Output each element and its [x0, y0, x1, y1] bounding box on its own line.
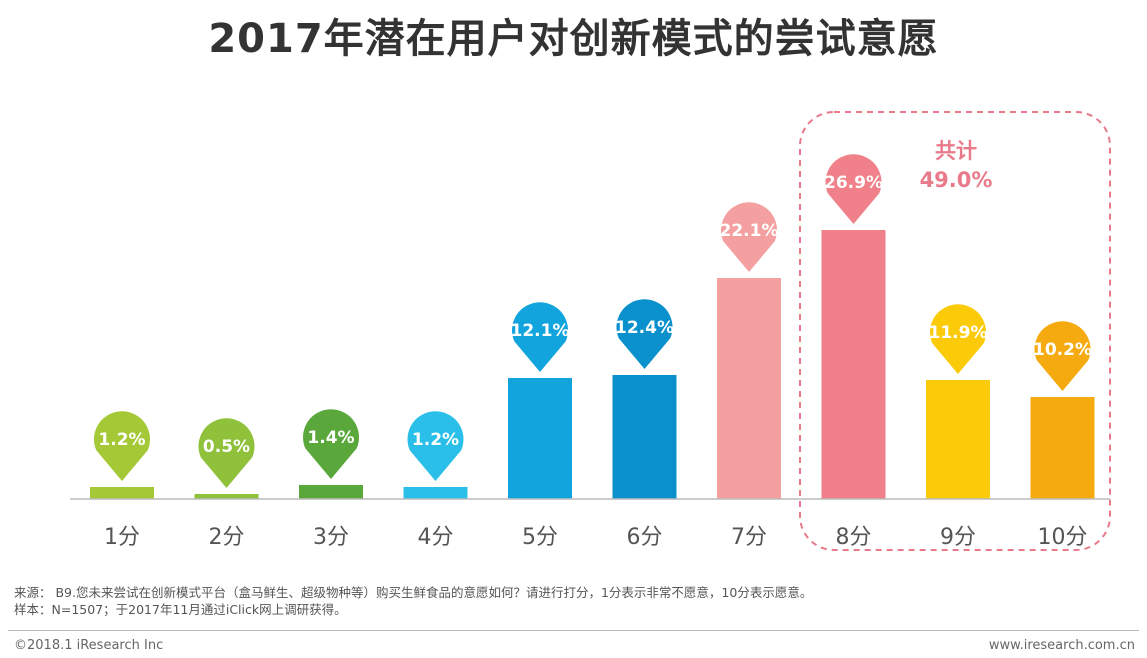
- x-tick-label: 6分: [627, 525, 663, 550]
- bar-chart: 共计 49.0% 1.2% 1分 0.5% 2分 1.4% 3分 1.2% 4分 12.1% 5分…: [70, 111, 1111, 551]
- value-marker: [825, 154, 882, 224]
- x-tick-label: 4分: [418, 525, 454, 550]
- footer-divider: [8, 630, 1139, 631]
- bar: [508, 378, 572, 499]
- data-label: 1.4%: [307, 428, 354, 448]
- highlight-label-line2: 49.0%: [920, 168, 993, 192]
- data-label: 11.9%: [929, 323, 988, 343]
- source-line-1: 来源： B9.您未来尝试在创新模式平台（盒马鲜生、超级物种等）购买生鲜食品的意愿…: [14, 585, 813, 600]
- data-label: 12.4%: [615, 318, 674, 338]
- x-tick-label: 5分: [522, 525, 558, 550]
- data-label: 1.2%: [98, 430, 145, 450]
- bar: [194, 494, 259, 499]
- source-line-2: 样本：N=1507；于2017年11月通过iClick网上调研获得。: [14, 602, 347, 617]
- highlight-box: [799, 111, 1111, 551]
- bar: [299, 485, 363, 499]
- value-marker: [302, 409, 360, 479]
- bar: [926, 380, 990, 499]
- data-label: 0.5%: [203, 437, 250, 457]
- bars-group: 1.2% 1分 0.5% 2分 1.4% 3分 1.2% 4分 12.1% 5分 12.4% 6分 22…: [90, 154, 1095, 550]
- value-marker: [930, 304, 986, 374]
- value-marker: [721, 202, 777, 272]
- value-marker: [198, 418, 255, 488]
- x-tick-label: 9分: [940, 525, 976, 550]
- data-label: 26.9%: [824, 173, 883, 193]
- value-marker: [512, 302, 568, 372]
- x-tick-label: 3分: [313, 525, 349, 550]
- bar: [90, 487, 154, 499]
- copyright-text: ©2018.1 iResearch Inc: [14, 638, 164, 653]
- bar: [403, 487, 468, 499]
- value-marker: [1034, 321, 1091, 391]
- website-text: www.iresearch.com.cn: [988, 638, 1135, 653]
- bar: [717, 278, 781, 499]
- value-marker: [407, 411, 464, 481]
- value-marker: [616, 299, 673, 369]
- x-tick-label: 1分: [104, 525, 140, 550]
- bar: [1030, 397, 1095, 499]
- data-label: 1.2%: [412, 430, 459, 450]
- x-tick-label: 7分: [731, 525, 767, 550]
- highlight-label-line1: 共计: [935, 139, 977, 163]
- bar: [612, 375, 677, 499]
- x-tick-label: 2分: [209, 525, 245, 550]
- source-note: 来源： B9.您未来尝试在创新模式平台（盒马鲜生、超级物种等）购买生鲜食品的意愿…: [14, 584, 812, 618]
- chart-title: 2017年潜在用户对创新模式的尝试意愿: [208, 16, 939, 62]
- value-marker: [94, 411, 151, 481]
- data-label: 12.1%: [511, 321, 570, 341]
- data-label: 22.1%: [720, 221, 779, 241]
- x-tick-label: 8分: [836, 525, 872, 550]
- x-tick-label: 10分: [1038, 525, 1088, 550]
- bar: [821, 230, 886, 499]
- data-label: 10.2%: [1033, 340, 1092, 360]
